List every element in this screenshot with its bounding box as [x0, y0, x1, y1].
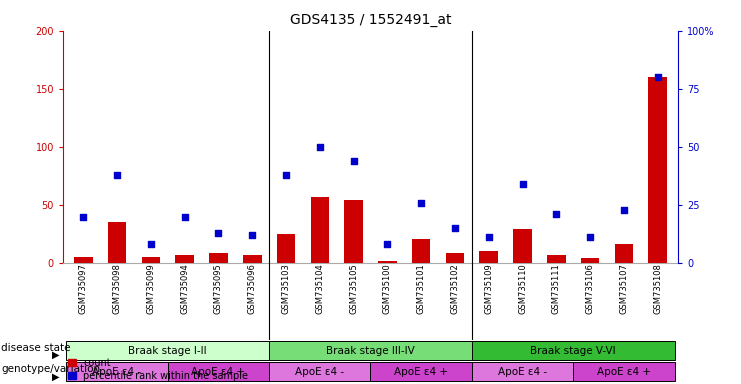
Text: GSM735097: GSM735097: [79, 263, 87, 314]
Point: [584, 234, 596, 240]
Point: [111, 172, 123, 178]
Text: GSM735104: GSM735104: [316, 263, 325, 314]
Bar: [614, 245, 634, 263]
Point: [652, 74, 664, 80]
Text: GSM735103: GSM735103: [282, 263, 290, 314]
Bar: [74, 257, 93, 263]
Text: Braak stage III-IV: Braak stage III-IV: [326, 346, 415, 356]
Bar: [370, 362, 472, 381]
Text: genotype/variation: genotype/variation: [1, 364, 101, 374]
Text: GSM735094: GSM735094: [180, 263, 189, 314]
Bar: [574, 362, 674, 381]
Bar: [209, 253, 227, 263]
Bar: [547, 255, 565, 263]
Bar: [479, 252, 498, 263]
Point: [618, 207, 630, 213]
Text: ▶: ▶: [52, 371, 59, 381]
Bar: [67, 341, 269, 360]
Bar: [107, 222, 127, 263]
Text: GSM735098: GSM735098: [113, 263, 122, 314]
Bar: [445, 253, 465, 263]
Bar: [472, 341, 674, 360]
Text: ApoE ε4 +: ApoE ε4 +: [597, 367, 651, 377]
Text: Braak stage V-VI: Braak stage V-VI: [531, 346, 616, 356]
Bar: [269, 341, 472, 360]
Bar: [243, 255, 262, 263]
Text: disease state: disease state: [1, 343, 71, 353]
Bar: [176, 255, 194, 263]
Text: GSM735108: GSM735108: [654, 263, 662, 314]
Text: Braak stage I-II: Braak stage I-II: [128, 346, 207, 356]
Text: ▶: ▶: [52, 350, 59, 360]
Text: ApoE ε4 +: ApoE ε4 +: [394, 367, 448, 377]
Bar: [514, 229, 532, 263]
Point: [179, 214, 190, 220]
Bar: [310, 197, 329, 263]
Bar: [345, 200, 363, 263]
Bar: [648, 77, 667, 263]
Bar: [167, 362, 269, 381]
Point: [213, 230, 225, 236]
Bar: [142, 257, 160, 263]
Text: GSM735109: GSM735109: [485, 263, 494, 314]
Point: [246, 232, 258, 238]
Bar: [378, 261, 396, 263]
Point: [382, 242, 393, 248]
Point: [449, 225, 461, 231]
Text: GSM735107: GSM735107: [619, 263, 628, 314]
Point: [348, 158, 359, 164]
Bar: [472, 362, 574, 381]
Point: [483, 234, 495, 240]
Point: [145, 242, 157, 248]
Text: GSM735105: GSM735105: [349, 263, 358, 314]
Point: [314, 144, 326, 150]
Text: GSM735100: GSM735100: [383, 263, 392, 314]
Text: GSM735099: GSM735099: [146, 263, 156, 314]
Text: GSM735101: GSM735101: [416, 263, 425, 314]
Text: GSM735096: GSM735096: [247, 263, 256, 314]
Point: [516, 181, 528, 187]
Text: GSM735102: GSM735102: [451, 263, 459, 314]
Text: ApoE ε4 -: ApoE ε4 -: [498, 367, 547, 377]
Text: ApoE ε4 +: ApoE ε4 +: [191, 367, 245, 377]
Bar: [276, 234, 296, 263]
Text: ApoE ε4 -: ApoE ε4 -: [93, 367, 142, 377]
Text: GSM735095: GSM735095: [214, 263, 223, 314]
Point: [77, 214, 89, 220]
Bar: [67, 362, 167, 381]
Text: GSM735110: GSM735110: [518, 263, 527, 314]
Legend: count, percentile rank within the sample: count, percentile rank within the sample: [68, 358, 248, 381]
Bar: [269, 362, 370, 381]
Text: ApoE ε4 -: ApoE ε4 -: [295, 367, 345, 377]
Point: [551, 211, 562, 217]
Point: [280, 172, 292, 178]
Bar: [412, 238, 431, 263]
Text: GSM735111: GSM735111: [552, 263, 561, 314]
Text: GSM735106: GSM735106: [585, 263, 595, 314]
Bar: [581, 258, 599, 263]
Text: GDS4135 / 1552491_at: GDS4135 / 1552491_at: [290, 13, 451, 27]
Point: [415, 200, 427, 206]
